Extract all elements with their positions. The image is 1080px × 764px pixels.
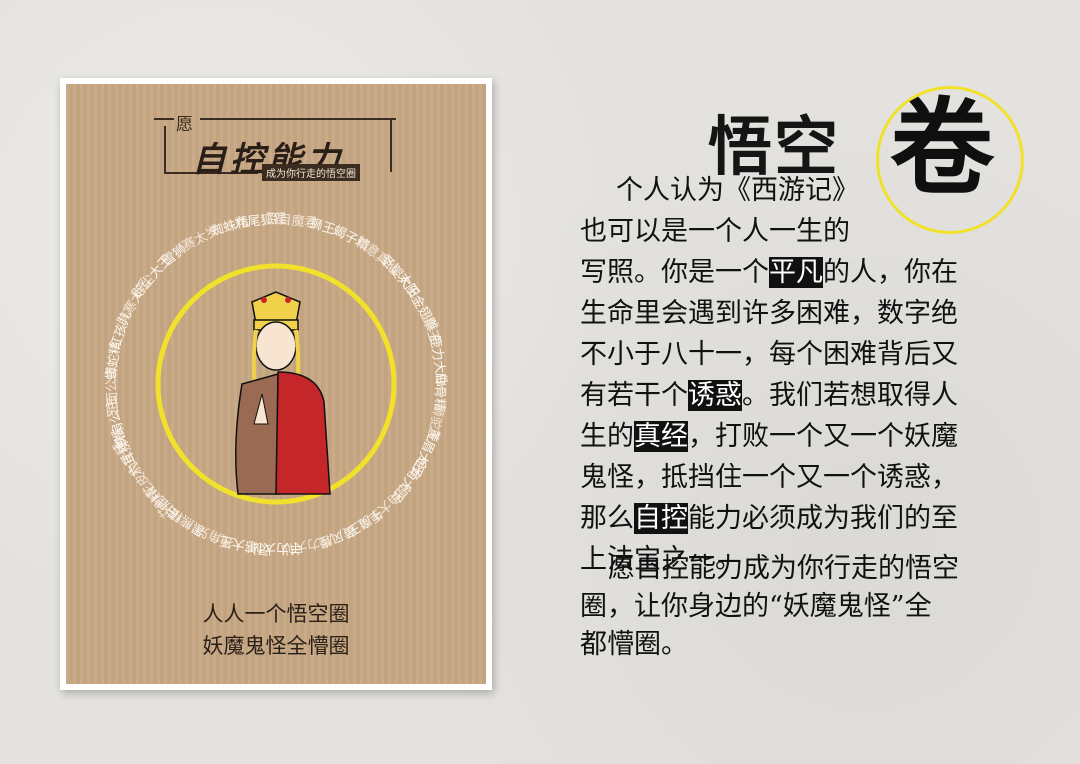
closing-line: 都懵圈。 xyxy=(580,629,688,660)
demon-name: 红孩儿 xyxy=(107,309,135,351)
seal-frame: 愿 自控能力 成为你行走的悟空圈 xyxy=(154,106,402,181)
seal-small-text: 愿 xyxy=(176,115,193,135)
demon-name: 百目魔君 xyxy=(265,211,318,231)
essay-text: 鬼怪，抵挡住一个又一个诱惑， xyxy=(580,462,958,493)
closing-line: 圈，让你身边的“妖魔鬼怪”全 xyxy=(580,591,932,622)
title-badge-ring xyxy=(876,86,1024,234)
essay-text: 不小于八十一，每个困难背后又 xyxy=(580,339,958,370)
essay-line: 不小于八十一，每个困难背后又 xyxy=(580,336,958,374)
essay-text: 能力必须成为我们的至 xyxy=(688,503,958,534)
title-badge: 卷 xyxy=(890,87,995,209)
essay-text: 有若干个 xyxy=(580,380,688,411)
highlight-word: 自控 xyxy=(634,503,688,534)
demon-name: 白骨精 xyxy=(431,372,449,412)
essay-line: 个人认为《西游记》 xyxy=(616,172,859,210)
closing-line: 愿自控能力成为你行走的悟空 xyxy=(608,553,959,584)
essay-text: 写照。你是一个 xyxy=(580,257,769,288)
demon-name: 玉面公主 xyxy=(104,365,121,418)
demon-name: 狮王 xyxy=(307,216,336,238)
essay-line: 鬼怪，抵挡住一个又一个诱惑， xyxy=(580,459,958,497)
essay-text: 生的 xyxy=(580,421,634,452)
seal-subtitle: 成为你行走的悟空圈 xyxy=(262,164,360,181)
essay-line: 也可以是一个人一生的 xyxy=(580,213,850,251)
demon-name: 九尾狐狸 xyxy=(234,211,287,231)
highlight-word: 诱惑 xyxy=(688,380,742,411)
monk-figure xyxy=(235,291,331,495)
essay-text: 生命里会遇到许多困难，数字绝 xyxy=(580,298,958,329)
essay-text: 那么 xyxy=(580,503,634,534)
highlight-word: 真经 xyxy=(634,421,688,452)
page-title: 悟空 xyxy=(708,111,840,185)
essay-line: 有若干个诱惑。我们若想取得人 xyxy=(580,377,958,415)
essay-line: 生的真经，打败一个又一个妖魔 xyxy=(580,418,958,456)
essay-line: 上法宝之一。 xyxy=(580,541,742,579)
essay-text: 的人，你在 xyxy=(823,257,958,288)
essay-text: 。我们若想取得人 xyxy=(742,380,958,411)
essay-line: 写照。你是一个平凡的人，你在 xyxy=(580,254,958,292)
demon-name: 羊力大仙 xyxy=(250,540,302,556)
essay-line: 生命里会遇到许多困难，数字绝 xyxy=(580,295,958,333)
essay-text: 个人认为《西游记》 xyxy=(616,175,859,206)
caption-line-2: 妖魔鬼怪全懵圈 xyxy=(202,634,350,658)
demon-name: 鹿力大仙 xyxy=(427,334,450,388)
highlight-word: 平凡 xyxy=(769,257,823,288)
essay-text: ，打败一个又一个妖魔 xyxy=(688,421,958,452)
poster-card: 愿 自控能力 成为你行走的悟空圈 辟寒大王 辟尘大王 雪狮 赛太岁 蜘蛛精 九尾狐狸 百目魔… xyxy=(60,78,492,690)
essay-text: 上法宝之一。 xyxy=(580,544,742,575)
poster-panel: 愿 自控能力 成为你行走的悟空圈 辟寒大王 辟尘大王 雪狮 赛太岁 蜘蛛精 九尾狐狸 百目魔… xyxy=(66,84,486,684)
caption-line-1: 人人一个悟空圈 xyxy=(202,602,350,626)
golden-ring xyxy=(155,263,397,505)
monk-ring-illustration: 辟寒大王辟尘大王雪狮赛太岁蜘蛛精九尾狐狸百目魔君狮王蝎子精如意真仙圣婴大王太阳金… xyxy=(103,211,450,558)
essay-line: 那么自控能力必须成为我们的至 xyxy=(580,500,958,538)
essay-text: 也可以是一个人一生的 xyxy=(580,216,850,247)
demon-name: 蟒蛇精 xyxy=(104,340,124,381)
